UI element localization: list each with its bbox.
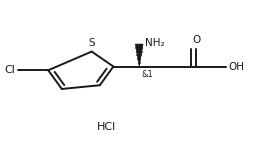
Text: S: S bbox=[88, 38, 95, 48]
Text: Cl: Cl bbox=[4, 65, 15, 75]
Text: HCl: HCl bbox=[97, 122, 116, 132]
Text: O: O bbox=[192, 35, 200, 45]
Text: &1: &1 bbox=[142, 69, 154, 79]
Polygon shape bbox=[135, 44, 143, 67]
Text: NH₂: NH₂ bbox=[145, 38, 165, 48]
Text: OH: OH bbox=[228, 61, 244, 72]
